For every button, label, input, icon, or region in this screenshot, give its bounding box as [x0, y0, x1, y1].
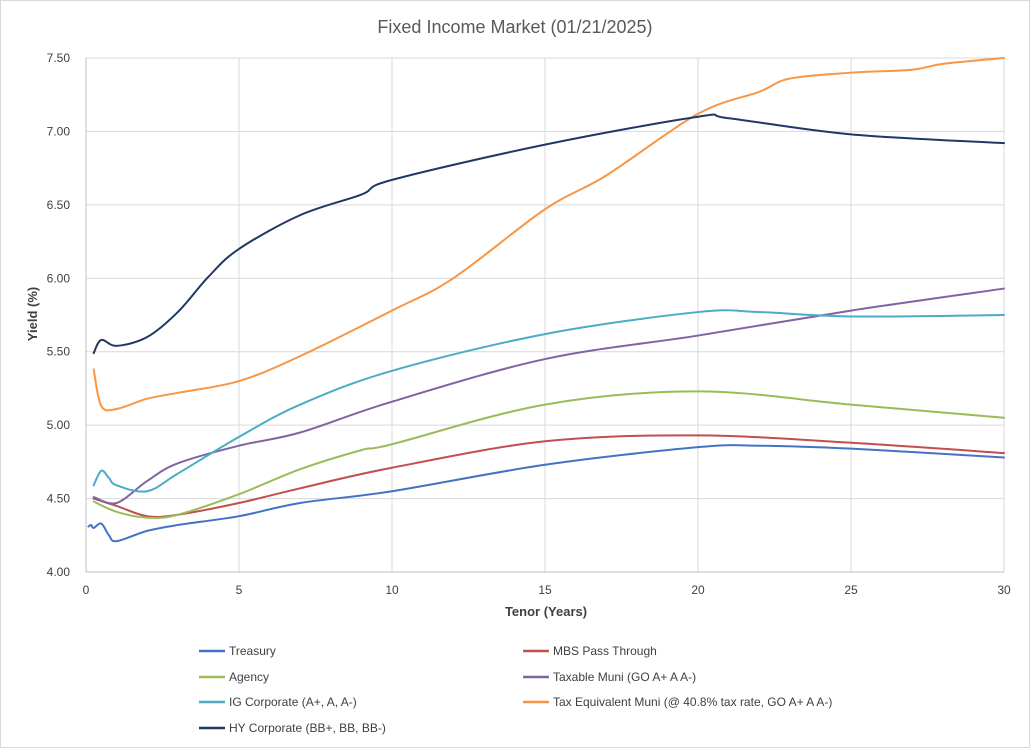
legend-item: HY Corporate (BB+, BB, BB-): [199, 721, 386, 735]
y-tick-label: 5.00: [47, 418, 71, 432]
x-tick-label: 0: [83, 583, 90, 597]
legend-item: IG Corporate (A+, A, A-): [199, 695, 357, 709]
legend-label: Agency: [229, 670, 269, 684]
legend-label: Taxable Muni (GO A+ A A-): [553, 670, 696, 684]
series-line-tax-equivalent-muni-40-8-tax-rate-go-a-a-a: [92, 57, 1005, 412]
y-tick-label: 6.50: [47, 198, 71, 212]
y-tick-label: 6.00: [47, 271, 71, 285]
y-tick-label: 7.00: [47, 124, 71, 138]
y-tick-label: 7.50: [47, 51, 71, 65]
x-tick-label: 20: [691, 583, 705, 597]
legend-label: IG Corporate (A+, A, A-): [229, 695, 357, 709]
legend-item: MBS Pass Through: [523, 644, 657, 658]
x-tick-label: 30: [997, 583, 1011, 597]
legend-item: Tax Equivalent Muni (@ 40.8% tax rate, G…: [523, 695, 832, 709]
legend-label: Tax Equivalent Muni (@ 40.8% tax rate, G…: [553, 695, 832, 709]
y-tick-label: 4.50: [47, 492, 71, 506]
y-tick-label: 4.00: [47, 565, 71, 579]
series-lines: [87, 57, 1005, 543]
series-line-taxable-muni-go-a-a-a: [92, 287, 1005, 505]
legend-item: Treasury: [199, 644, 276, 658]
legend-item: Taxable Muni (GO A+ A A-): [523, 670, 696, 684]
x-tick-label: 5: [236, 583, 243, 597]
series-line-agency: [92, 390, 1005, 519]
chart-title: Fixed Income Market (01/21/2025): [377, 17, 652, 37]
legend-item: Agency: [199, 670, 269, 684]
y-tick-label: 5.50: [47, 345, 71, 359]
y-axis-title: Yield (%): [25, 287, 40, 341]
series-line-mbs-pass-through: [92, 434, 1005, 518]
legend: Treasury MBS Pass Through Agency Taxable Mu…: [199, 644, 832, 735]
x-tick-label: 15: [538, 583, 552, 597]
series-line-ig-corporate-a-a-a: [92, 309, 1005, 493]
axes: 4.00 4.50 5.00 5.50 6.00 6.50 7.00 7.50 0 5 10 15 20…: [47, 51, 1011, 597]
series-line-treasury: [87, 444, 1005, 543]
legend-label: Treasury: [229, 644, 276, 658]
x-tick-label: 10: [385, 583, 399, 597]
legend-label: HY Corporate (BB+, BB, BB-): [229, 721, 386, 735]
x-tick-label: 25: [844, 583, 858, 597]
x-axis-title: Tenor (Years): [505, 604, 587, 619]
series-line-hy-corporate-bb-bb-bb: [92, 113, 1005, 355]
legend-label: MBS Pass Through: [553, 644, 657, 658]
